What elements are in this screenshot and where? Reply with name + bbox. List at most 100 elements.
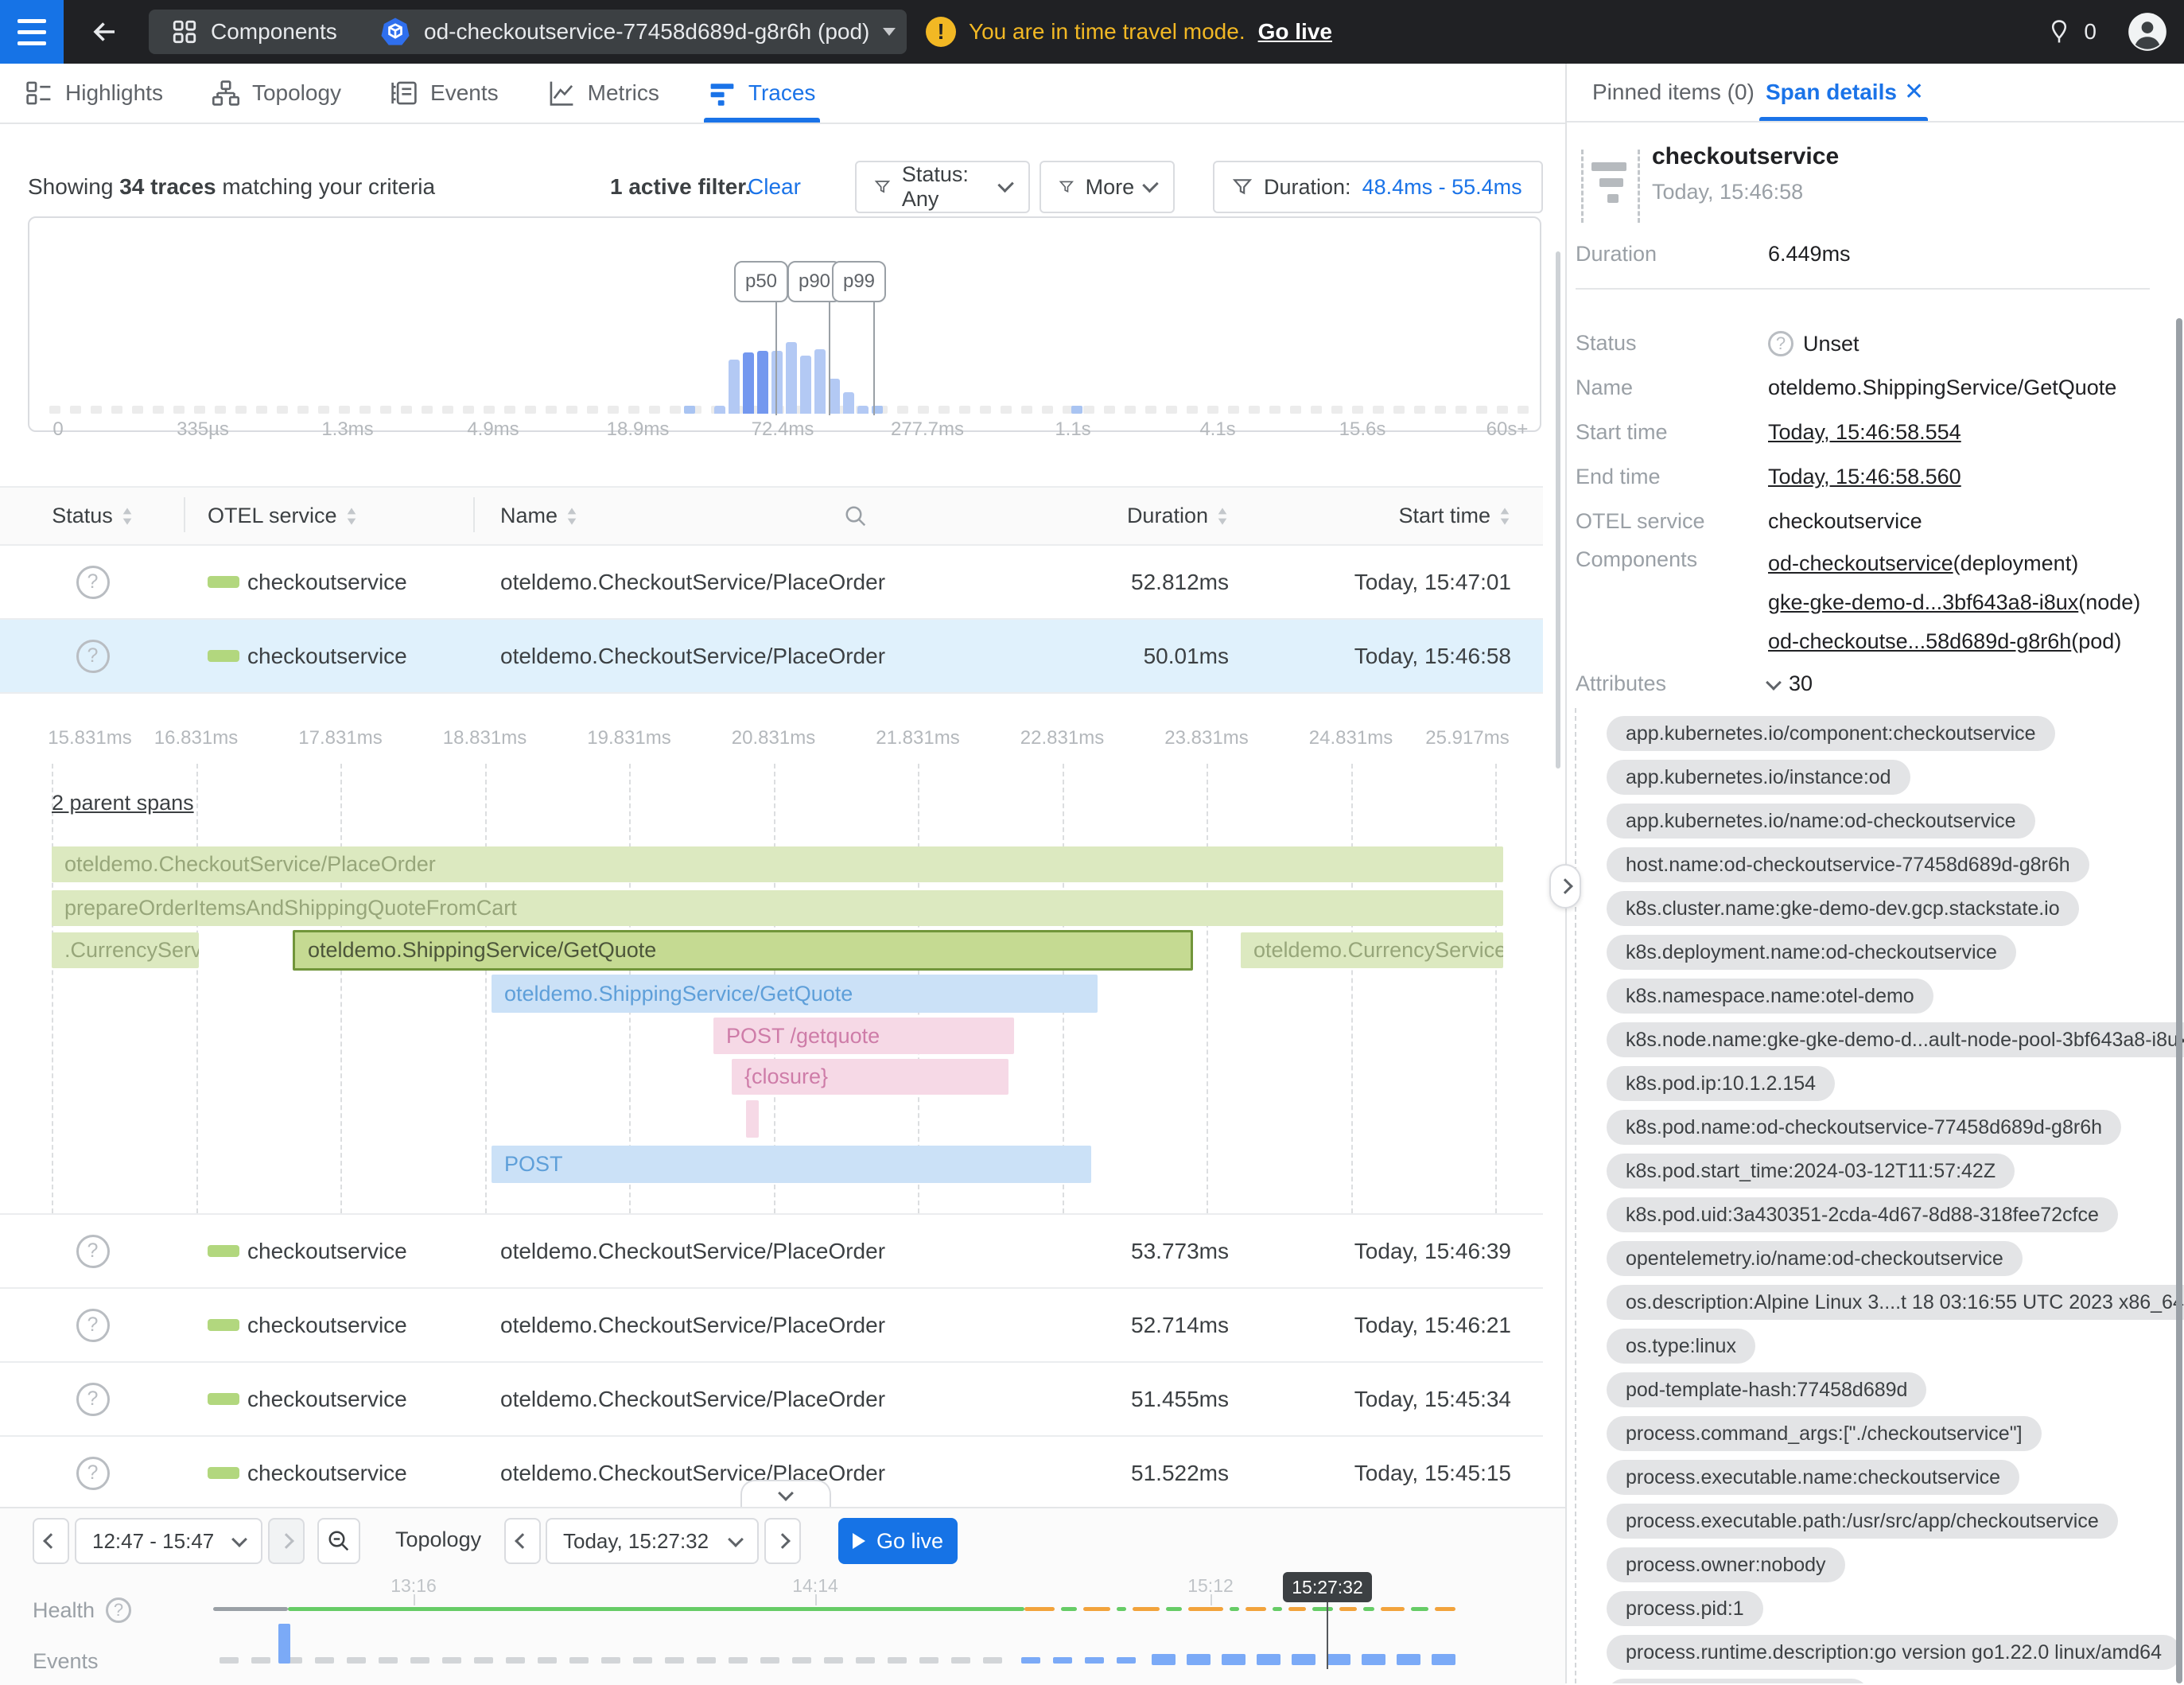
attributes-toggle[interactable]: 30 <box>1766 671 1813 696</box>
attribute-chip[interactable]: process.owner:nobody <box>1607 1547 1845 1582</box>
table-row[interactable]: ? checkoutservice oteldemo.CheckoutService… <box>0 1287 1543 1361</box>
back-icon[interactable] <box>86 14 124 49</box>
column-header-start-time[interactable]: Start time <box>1229 504 1543 528</box>
attribute-chip[interactable]: host.name:od-checkoutservice-77458d689d-… <box>1607 847 2089 882</box>
span-bar[interactable]: prepareOrderItemsAndShippingQuoteFromCar… <box>52 890 1503 926</box>
attribute-chip[interactable]: process.command_args:["./checkoutservice… <box>1607 1416 2042 1451</box>
sort-icon[interactable] <box>1498 507 1511 526</box>
duration-histogram[interactable]: p50 p90 p99 0 335µs 1.3ms 4.9ms 18.9ms 72.4ms 277… <box>28 216 1541 440</box>
status-filter-button[interactable]: Status: Any <box>855 161 1030 213</box>
field-value-text[interactable]: Today, 15:46:58.560 <box>1768 465 1961 488</box>
column-header-status[interactable]: Status <box>0 497 185 532</box>
sort-icon[interactable] <box>121 507 134 526</box>
time-range-dropdown[interactable]: 12:47 - 15:47 <box>75 1518 262 1564</box>
range-next-button[interactable] <box>268 1518 305 1564</box>
component-selector[interactable]: od-checkoutservice-77458d689d-g8r6h (pod… <box>362 10 887 54</box>
sort-icon[interactable] <box>565 507 578 526</box>
panel-expand-button[interactable] <box>1549 864 1581 909</box>
menu-icon[interactable] <box>0 0 64 64</box>
span-bar[interactable]: POST /getquote <box>713 1018 1014 1054</box>
pinned-counter[interactable]: 0 <box>2046 0 2097 64</box>
span-bar[interactable]: oteldemo.CurrencyService/Co... <box>1241 932 1503 968</box>
span-bar[interactable]: oteldemo.ShippingService/GetQuote <box>492 975 1098 1013</box>
span-bar[interactable]: POST <box>492 1146 1091 1183</box>
zoom-out-button[interactable] <box>317 1518 360 1564</box>
main-scrollbar[interactable] <box>1556 251 1560 769</box>
attribute-chip[interactable]: os.type:linux <box>1607 1329 1755 1364</box>
avatar[interactable] <box>2127 11 2168 53</box>
field-row-status: Status? Unset <box>1567 320 2184 364</box>
attribute-chip[interactable]: process.executable.path:/usr/src/app/che… <box>1607 1504 2118 1539</box>
breadcrumb-components[interactable]: Components <box>149 10 382 54</box>
more-filter-button[interactable]: More <box>1040 161 1175 213</box>
table-row[interactable]: ? checkoutservice oteldemo.CheckoutService… <box>0 1213 1543 1287</box>
table-row[interactable]: ? checkoutservice oteldemo.CheckoutService… <box>0 544 1543 618</box>
attribute-chip[interactable]: process.pid:1 <box>1607 1591 1763 1626</box>
field-value-text[interactable]: Today, 15:46:58.554 <box>1768 420 1961 444</box>
histogram-mark <box>1071 406 1082 414</box>
tab-topology[interactable]: Topology <box>212 64 341 123</box>
field-value[interactable]: Today, 15:46:58.560 <box>1768 465 1961 489</box>
time-prev-button[interactable] <box>504 1518 541 1564</box>
clear-filters-link[interactable]: Clear <box>748 174 801 199</box>
span-bar[interactable]: oteldemo.CheckoutService/PlaceOrder <box>52 846 1503 882</box>
tab-highlights[interactable]: Highlights <box>25 64 163 123</box>
attribute-chip[interactable]: k8s.node.name:gke-gke-demo-d...ault-node… <box>1607 1022 2184 1057</box>
component-link[interactable]: od-checkoutse...58d689d-g8r6h <box>1768 629 2072 653</box>
attribute-chip[interactable]: app.kubernetes.io/component:checkoutserv… <box>1607 716 2055 751</box>
column-header-duration[interactable]: Duration <box>879 504 1229 528</box>
column-header-name[interactable]: Name <box>475 504 879 528</box>
close-icon[interactable]: ✕ <box>1904 79 1925 105</box>
attribute-chip[interactable]: process.executable.name:checkoutservice <box>1607 1460 2020 1495</box>
go-live-link[interactable]: Go live <box>1257 19 1332 44</box>
attribute-chip[interactable]: process.runtime.description:go version g… <box>1607 1635 2181 1670</box>
tab-traces[interactable]: Traces <box>703 64 820 123</box>
attribute-chip[interactable]: k8s.pod.ip:10.1.2.154 <box>1607 1066 1836 1101</box>
field-value[interactable]: Today, 15:46:58.554 <box>1768 420 1961 445</box>
component-link[interactable]: gke-gke-demo-d...3bf643a8-i8ux <box>1768 590 2079 614</box>
topology-time-dropdown[interactable]: Today, 15:27:32 <box>546 1518 759 1564</box>
tab-pinned-items[interactable]: Pinned items (0) <box>1592 80 1755 104</box>
panel-tabs: Pinned items (0) Span details ✕ <box>1567 64 2184 123</box>
attribute-chip[interactable]: process.runtime.name:go <box>1607 1679 1870 1683</box>
table-row[interactable]: ? checkoutservice oteldemo.CheckoutService… <box>0 618 1543 692</box>
tab-span-details[interactable]: Span details <box>1766 80 1897 104</box>
column-header-otel-service[interactable]: OTEL service <box>185 497 475 532</box>
service-health-pill <box>208 650 239 662</box>
table-row[interactable]: ? checkoutservice oteldemo.CheckoutService… <box>0 1361 1543 1435</box>
help-icon[interactable]: ? <box>106 1597 132 1623</box>
range-prev-button[interactable] <box>33 1518 69 1564</box>
component-link[interactable]: od-checkoutservice <box>1768 551 1953 575</box>
parent-spans-link[interactable]: 2 parent spans <box>52 791 194 815</box>
attribute-chip[interactable]: k8s.cluster.name:gke-demo-dev.gcp.stacks… <box>1607 891 2079 926</box>
attribute-chip[interactable]: k8s.pod.start_time:2024-03-12T11:57:42Z <box>1607 1154 2015 1189</box>
attribute-chip[interactable]: k8s.deployment.name:od-checkoutservice <box>1607 935 2016 970</box>
attribute-chip[interactable]: k8s.namespace.name:otel-demo <box>1607 979 1933 1014</box>
search-icon[interactable] <box>844 504 868 528</box>
span-bar-selected[interactable]: oteldemo.ShippingService/GetQuote <box>293 930 1193 971</box>
span-bar[interactable]: {closure} <box>732 1059 1008 1095</box>
selector-dropdown-caret[interactable] <box>872 10 907 54</box>
status-unset-icon: ? <box>76 1234 110 1268</box>
span-bar[interactable] <box>746 1100 759 1138</box>
attribute-chip[interactable]: opentelemetry.io/name:od-checkoutservice <box>1607 1241 2023 1276</box>
topology-time-value: Today, 15:27:32 <box>563 1528 709 1553</box>
attribute-chip[interactable]: app.kubernetes.io/name:od-checkoutservic… <box>1607 804 2035 839</box>
attribute-chip[interactable]: app.kubernetes.io/instance:od <box>1607 760 1910 795</box>
attribute-chip[interactable]: k8s.pod.name:od-checkoutservice-77458d68… <box>1607 1110 2121 1145</box>
duration-filter-button[interactable]: Duration: 48.4ms - 55.4ms <box>1213 161 1543 213</box>
go-live-button[interactable]: Go live <box>838 1518 958 1564</box>
attribute-chip[interactable]: os.description:Alpine Linux 3....t 18 03… <box>1607 1285 2184 1320</box>
tab-metrics[interactable]: Metrics <box>548 64 659 123</box>
time-marker-line[interactable] <box>1327 1601 1328 1669</box>
tab-events[interactable]: Events <box>391 64 499 123</box>
time-next-button[interactable] <box>764 1518 801 1564</box>
sort-icon[interactable] <box>1216 507 1229 526</box>
span-bar[interactable]: .CurrencyServ... <box>52 932 199 968</box>
sort-icon[interactable] <box>345 507 358 526</box>
panel-scrollbar[interactable] <box>2176 318 2182 1683</box>
span-details-panel: Pinned items (0) Span details ✕ checkout… <box>1567 64 2184 1683</box>
collapse-trace-button[interactable] <box>740 1480 831 1507</box>
attribute-chip[interactable]: k8s.pod.uid:3a430351-2cda-4d67-8d88-318f… <box>1607 1197 2118 1232</box>
attribute-chip[interactable]: pod-template-hash:77458d689d <box>1607 1372 1927 1407</box>
